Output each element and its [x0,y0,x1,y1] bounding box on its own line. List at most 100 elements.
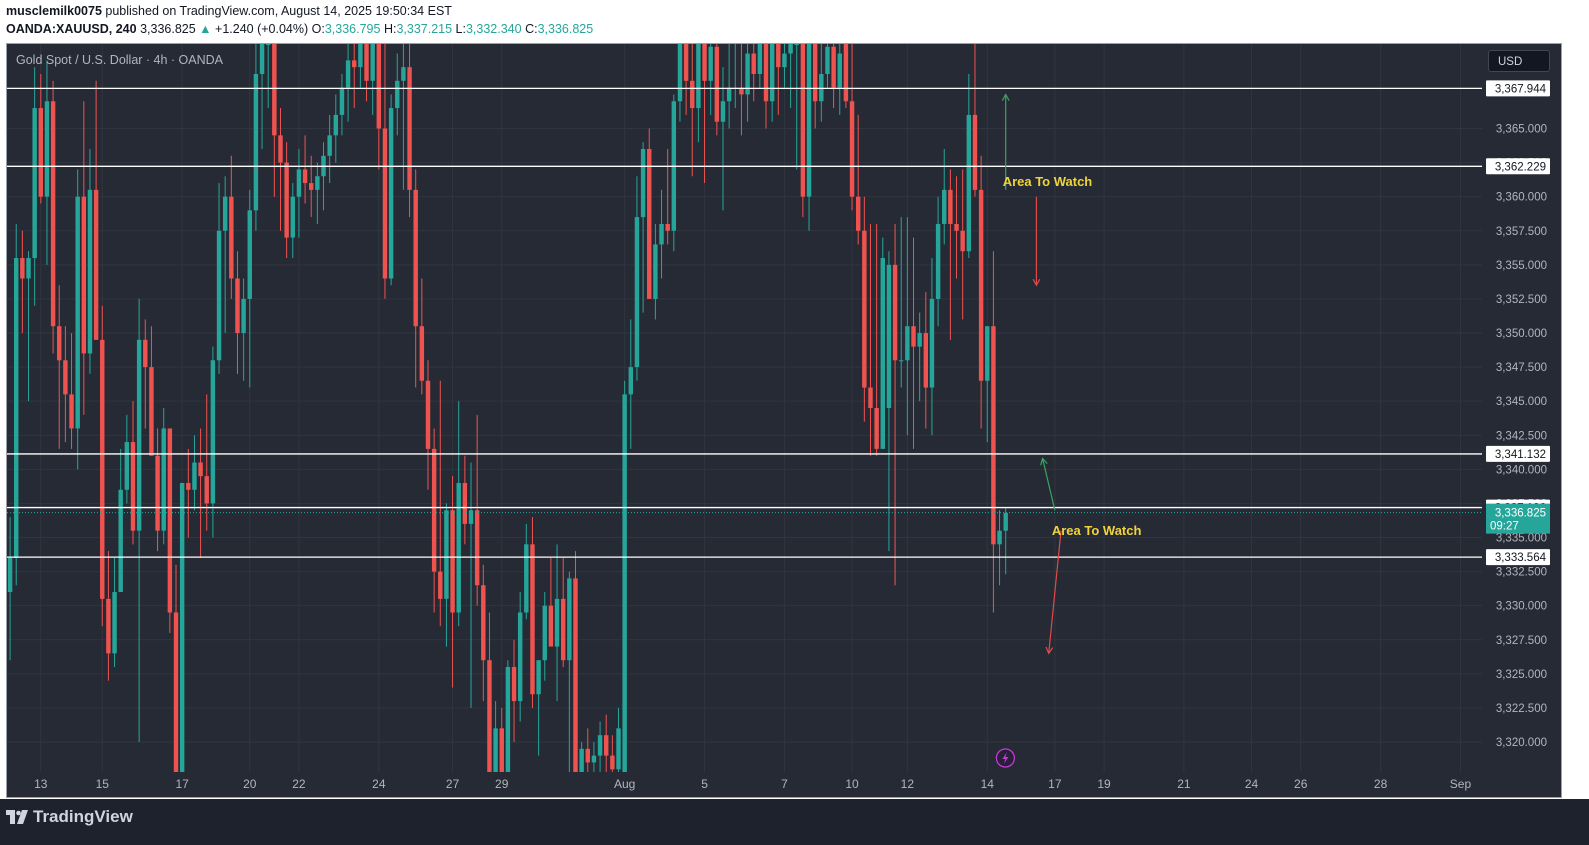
candle-body [499,728,504,772]
candle-body [327,135,332,156]
candle-body [376,44,382,129]
annotation-arrows [1001,93,1062,655]
price-axis-tick-label: 3,322.500 [1496,703,1547,715]
candle-body [806,44,812,197]
annotation-label: Area To Watch [1052,523,1142,538]
author-name[interactable]: musclemilk0075 [6,4,102,18]
candle-body [628,367,634,395]
candle-body [259,44,265,74]
time-axis-tick-label: 29 [495,777,509,791]
time-axis-background [7,772,1482,797]
candle-body [880,258,885,449]
level-price-tag [1486,549,1550,566]
candle-body [345,60,351,88]
candle-body [647,148,652,299]
candle-body [923,333,929,388]
candle-body [788,44,793,54]
candle-body [517,612,523,702]
candle-body [38,108,44,197]
candle-body [14,258,19,558]
candle-body [444,510,449,599]
candle-body [757,44,763,74]
time-axis-tick-label: 17 [1048,777,1062,791]
candle-body [290,196,295,238]
candlestick-chart[interactable]: Area To Watch Area To Watch 3,320.0003,32… [7,44,1561,797]
candle-body [843,44,849,102]
candle-body [653,244,658,299]
annotation-arrow-head [1040,457,1048,466]
candle-body [708,46,713,81]
candle-body [493,728,498,772]
level-price-tag [1486,158,1550,175]
candle-body [364,44,369,81]
candle-body [130,442,136,531]
candle-body [333,114,339,136]
candle-body [616,728,621,770]
price-axis: 3,320.000 3,322.500 3,325.000 3,327.500 3,33… [1482,44,1561,797]
candle-body [216,230,222,361]
price-axis-tick-label: 3,330.000 [1496,601,1547,613]
candle-body [81,196,87,354]
candle-body [431,448,437,572]
candle-body [278,135,283,163]
candle-body [192,462,197,490]
candle-body [855,196,861,231]
close-value: 3,336.825 [537,22,594,36]
candle-body [720,101,726,122]
candle-body [782,53,787,68]
level-price-tag-label: 3,333.564 [1495,552,1547,564]
candle-body [407,67,412,190]
candle-body [296,169,302,197]
time-axis-tick-label: 20 [243,777,257,791]
current-price-label: 3,336.825 [1495,508,1546,520]
candle-body [179,482,185,772]
time-axis-tick-label: 7 [781,777,788,791]
candle-body [794,44,799,45]
candle-body [567,578,572,661]
time-axis-tick-label: 21 [1177,777,1191,791]
candle-body [118,489,123,593]
candle-body [253,73,259,211]
candle-body [665,223,670,231]
chart-pane[interactable]: Area To Watch Area To Watch 3,320.000 3,32… [6,43,1562,798]
low-value: 3,332.340 [465,22,522,36]
candle-body [284,162,289,238]
candle-body [634,217,640,368]
candle-body [413,189,418,327]
time-axis-tick-label: 13 [34,777,48,791]
bar-countdown-label: 09:27 [1490,521,1519,533]
candle-body [229,196,234,279]
candle-body [997,530,1002,545]
tradingview-logo[interactable]: TradingView [6,807,133,827]
candle-body [222,196,228,231]
open-value: 3,336.795 [324,22,381,36]
annotation-arrow-head [1045,646,1054,655]
candle-body [610,755,615,770]
candle-body [69,394,74,429]
price-axis-tick-label: 3,350.000 [1496,328,1547,340]
candle-body [573,578,578,772]
price-axis-tick-label: 3,347.500 [1496,362,1547,374]
candle-body [339,87,345,115]
candle-body [302,169,308,184]
close-label: C: [525,22,538,36]
level-price-tag-label: 3,362.229 [1495,161,1546,173]
annotation-arrow-head [1001,93,1010,101]
open-label: O: [311,22,325,36]
candle-body [911,326,916,347]
candle-body [622,394,627,772]
candle-body [149,367,154,456]
annotation-label: Area To Watch [1003,174,1093,189]
annotation-arrow-shaft [1048,530,1062,654]
candle-body [235,278,240,334]
candle-body [481,585,486,661]
candle-body [462,482,468,524]
currency-button[interactable]: USD [1488,50,1550,72]
time-axis-tick-label: Aug [614,777,635,791]
candle-body [548,605,554,647]
candle-body [905,326,910,361]
candle-body [776,44,781,68]
candle-body [425,380,431,449]
level-price-tag-label: 3,367.944 [1495,83,1547,95]
time-axis-tick-label: 14 [981,777,995,791]
